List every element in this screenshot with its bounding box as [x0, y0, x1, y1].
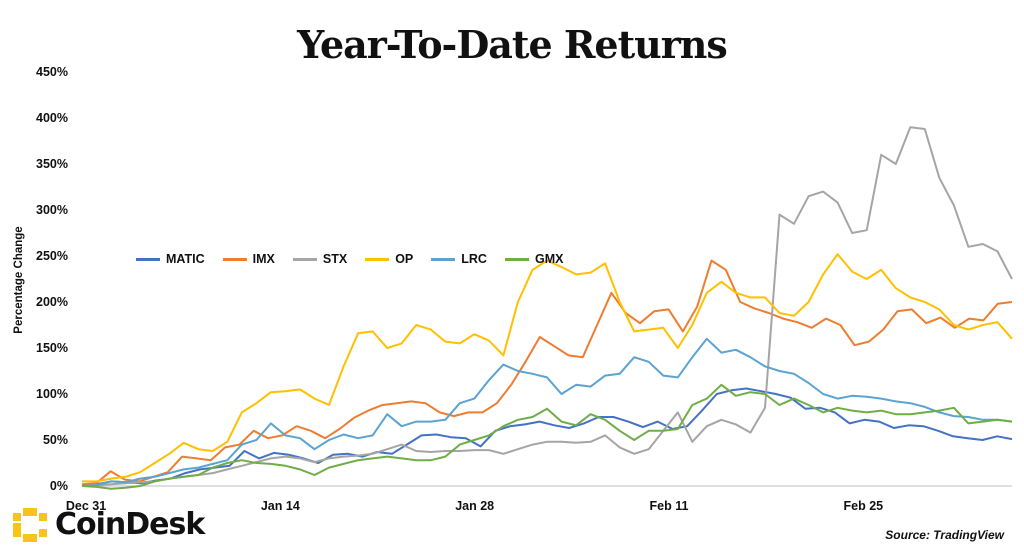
legend-swatch — [431, 257, 456, 261]
legend-label: MATIC — [166, 252, 205, 266]
y-axis-label: Percentage Change — [13, 226, 25, 333]
series-line-stx — [81, 126, 1013, 487]
y-tick-label: 300% — [36, 203, 68, 217]
legend-swatch — [504, 257, 529, 261]
legend-item-stx: STX — [292, 252, 348, 266]
series-line-lrc — [81, 337, 1013, 487]
series-line-matic — [81, 387, 1013, 487]
y-tick-label: 450% — [36, 65, 68, 79]
legend-item-op: OP — [365, 252, 413, 266]
legend-item-lrc: LRC — [431, 252, 487, 266]
x-tick-label: Dec 31 — [66, 499, 106, 513]
legend-label: OP — [395, 252, 414, 266]
y-tick-label: 200% — [36, 295, 68, 309]
x-axis: Dec 31 Jan 14 Jan 28 Feb 11 Feb 25 — [66, 485, 1012, 513]
legend: MATIC IMX STX OP LRC GMX — [136, 252, 571, 266]
series-line-op — [82, 253, 1013, 483]
legend-item-matic: MATIC — [136, 252, 205, 266]
y-tick-label: 350% — [36, 157, 68, 171]
series-lines — [81, 126, 1013, 490]
source-note: Source: TradingView — [885, 528, 1004, 542]
legend-swatch — [136, 257, 160, 261]
series-line-gmx — [81, 383, 1013, 490]
series-line-imx — [81, 259, 1013, 486]
chart-title: Year-To-Date Returns — [297, 22, 728, 67]
y-tick-label: 0% — [50, 479, 68, 493]
y-tick-label: 150% — [36, 341, 68, 355]
legend-label: GMX — [534, 252, 564, 266]
coindesk-logo: CoinDesk — [13, 507, 205, 542]
legend-item-imx: IMX — [222, 252, 275, 266]
legend-swatch — [222, 257, 247, 261]
y-tick-label: 100% — [36, 387, 68, 401]
y-axis-ticks: 0% 50% 100% 150% 200% 250% 300% 350% 400% 450% — [36, 65, 68, 493]
y-tick-label: 250% — [36, 249, 68, 263]
legend-swatch — [365, 257, 390, 261]
coindesk-logo-icon — [13, 507, 47, 542]
x-tick-label: Jan 14 — [261, 499, 300, 513]
legend-swatch — [292, 257, 317, 261]
legend-label: LRC — [461, 252, 487, 266]
legend-label: STX — [322, 252, 348, 266]
legend-label: IMX — [252, 252, 275, 266]
x-tick-label: Feb 25 — [844, 499, 884, 513]
coindesk-logo-text: CoinDesk — [55, 507, 205, 542]
x-tick-label: Jan 28 — [455, 499, 494, 513]
x-tick-label: Feb 11 — [650, 499, 689, 513]
y-tick-label: 50% — [43, 433, 68, 447]
legend-item-gmx: GMX — [504, 252, 564, 266]
y-tick-label: 400% — [36, 111, 68, 125]
